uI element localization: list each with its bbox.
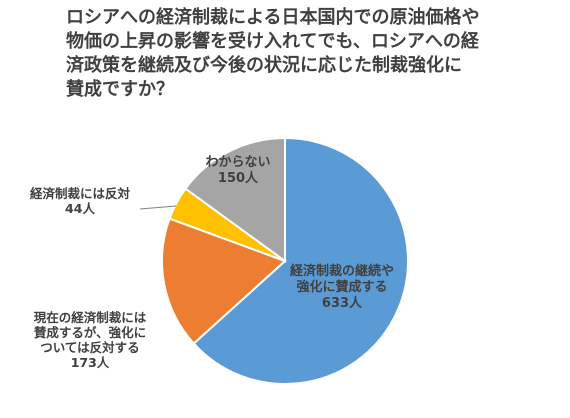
chart-title: ロシアへの経済制裁による日本国内での原油価格や 物価の上昇の影響を受け入れてでも… <box>66 6 546 102</box>
slice-category-label: 現在の経済制裁には <box>34 310 147 325</box>
slice-category-label: 賛成するが、強化に <box>34 325 146 340</box>
slice-label: わからない 150人 <box>205 155 270 186</box>
slice-category-label: 経済制裁には反対 <box>30 186 131 201</box>
slice-category-label: ついては反対する <box>40 340 139 355</box>
slice-label: 現在の経済制裁には賛成するが、強化については反対する 173人 <box>34 310 147 370</box>
slice-category-label: わからない <box>205 155 270 170</box>
chart-title-line: ロシアへの経済制裁による日本国内での原油価格や <box>66 7 480 28</box>
slice-label: 経済制裁には反対 44人 <box>30 186 131 216</box>
chart-title-line: 物価の上昇の影響を受け入れてでも、ロシアへの経 <box>66 31 479 52</box>
pie-slices <box>161 136 410 385</box>
pie-slice <box>184 136 286 263</box>
slice-category-label: 強化に賛成する <box>296 279 387 295</box>
slice-category-label: 経済制裁の継続や <box>290 263 394 279</box>
slice-value-label: 44人 <box>65 201 95 216</box>
pie-slice <box>192 136 410 385</box>
slice-value-label: 633人 <box>322 295 363 311</box>
slice-label: 経済制裁の継続や強化に賛成する 633人 <box>290 263 394 311</box>
leader-line <box>139 205 177 210</box>
slice-value-label: 173人 <box>71 355 110 370</box>
slice-labels: 経済制裁の継続や強化に賛成する 633人現在の経済制裁には賛成するが、強化について… <box>30 155 394 370</box>
chart-title-line: 済政策を継続及び今後の状況に応じた制裁強化に <box>66 55 462 76</box>
leader-lines <box>139 205 177 210</box>
slice-value-label: 150人 <box>218 170 259 186</box>
chart-title-line: 賛成ですか？ <box>66 79 174 100</box>
